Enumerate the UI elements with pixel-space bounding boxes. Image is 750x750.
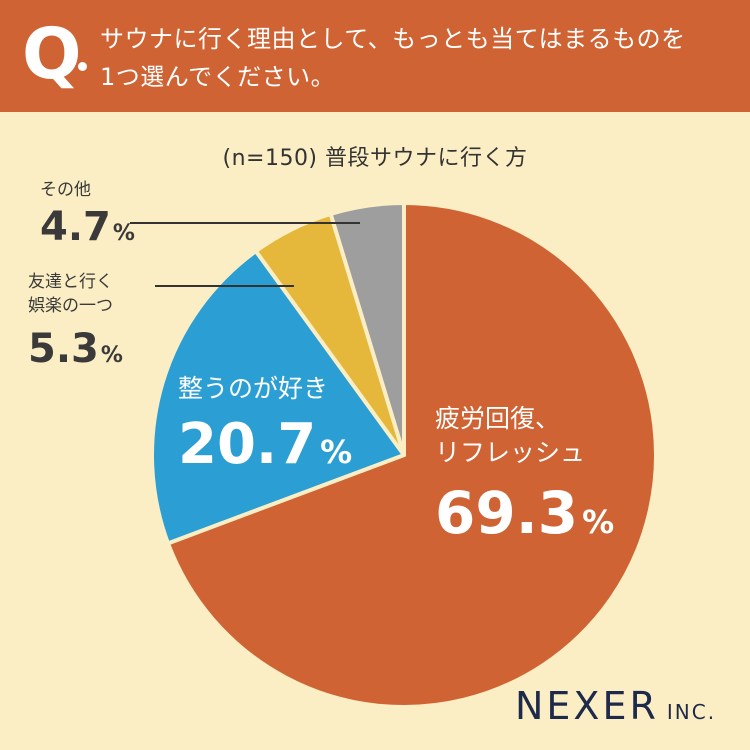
slice-label-fatigue-recovery: 疲労回復、 リフレッシュ 69.3%	[435, 402, 614, 557]
slice-label-other: その他 4.7%	[40, 178, 135, 257]
pie-slice-other	[328, 201, 406, 457]
slice-label-friends: 友達と行く 娯楽の一つ 5.3%	[28, 270, 123, 379]
question-text-line2: 1つ選んでください。	[100, 63, 336, 91]
slice-name-fatigue-line1: 疲労回復、	[435, 404, 561, 433]
question-text-line1: サウナに行く理由として、もっとも当てはまるものを	[100, 25, 686, 53]
pie-slice-fatigue-recovery	[165, 201, 658, 709]
pie-slice-totonou	[150, 249, 406, 546]
slice-name-totonou: 整うのが好き	[178, 374, 329, 403]
slice-name-friends-line2: 娯楽の一つ	[28, 296, 113, 316]
slice-name-fatigue-line2: リフレッシュ	[435, 438, 586, 467]
slice-label-totonou: 整うのが好き 20.7%	[178, 372, 352, 487]
slice-name-other: その他	[40, 180, 91, 200]
logo-main: NEXER	[515, 684, 659, 728]
slice-value-other: 4.7%	[40, 204, 135, 250]
chart-title: (n=150) 普段サウナに行く方	[222, 146, 528, 171]
slice-value-totonou: 20.7%	[178, 412, 353, 477]
nexer-logo: NEXER INC.	[515, 684, 716, 728]
question-mark: Q	[22, 13, 82, 95]
logo-suffix: INC.	[666, 700, 717, 724]
slice-name-friends-line1: 友達と行く	[28, 272, 113, 292]
slice-value-fatigue-recovery: 69.3%	[435, 479, 615, 547]
question-header: Q サウナに行く理由として、もっとも当てはまるものを 1つ選んでください。	[0, 0, 750, 112]
slice-value-friends: 5.3%	[28, 326, 123, 372]
question-mark-dot	[78, 62, 87, 71]
